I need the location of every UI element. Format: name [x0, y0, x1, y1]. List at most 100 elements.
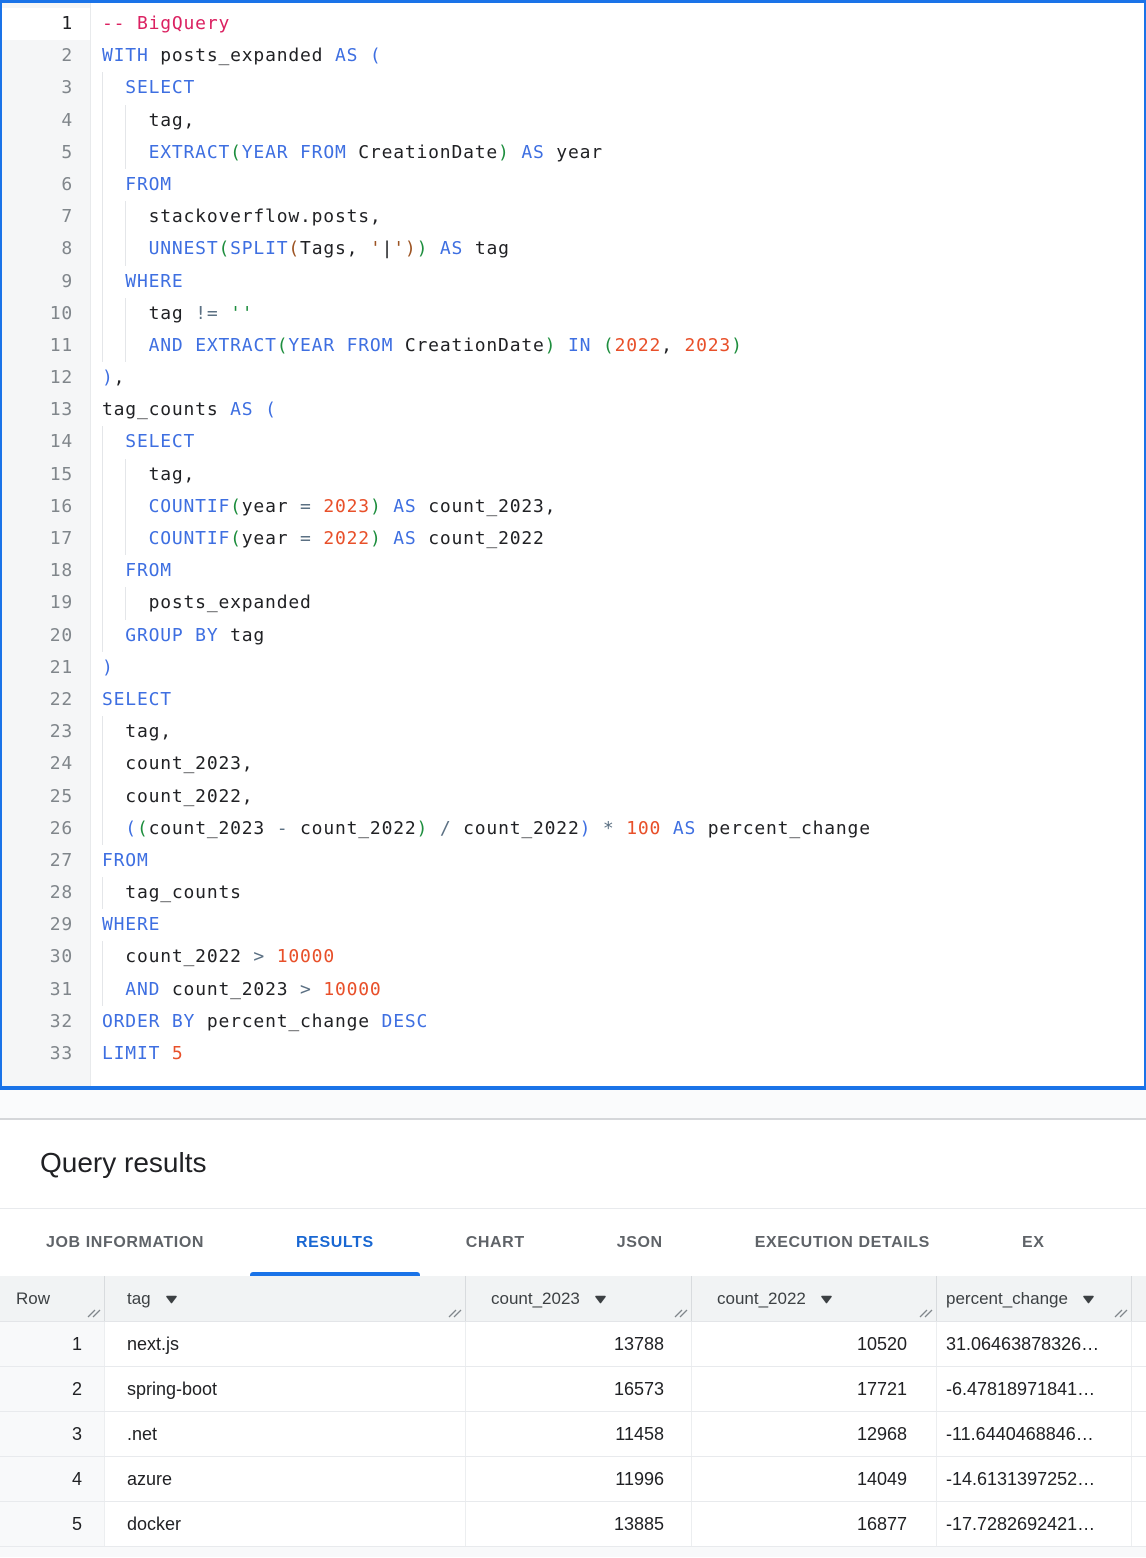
- code-token: [661, 818, 673, 839]
- code-token: [556, 335, 568, 356]
- table-row: 1 next.js 13788 10520 31.06463878326…: [0, 1322, 1146, 1367]
- code-token: [312, 496, 324, 517]
- code-token: CreationDate: [393, 334, 545, 356]
- code-token: ,: [113, 367, 126, 389]
- code-token: -- BigQuery: [102, 13, 231, 34]
- cell-percent_change: -17.7282692421…: [937, 1502, 1132, 1546]
- cell-overflow: [1132, 1502, 1146, 1546]
- code-token: 2023: [684, 334, 732, 356]
- code-token: tag,: [102, 109, 196, 131]
- code-token: ): [404, 238, 417, 260]
- line-number: 11: [49, 334, 73, 356]
- code-line: 24 count_2023,: [2, 748, 1144, 781]
- indent-guide: [125, 136, 127, 169]
- indent-guide: [125, 587, 127, 620]
- tab-results[interactable]: RESULTS: [250, 1209, 420, 1276]
- cell-percent_change: 31.06463878326…: [937, 1322, 1132, 1366]
- code-token: [312, 528, 324, 549]
- code-line: 10 tag != '': [2, 297, 1144, 330]
- tab-json[interactable]: JSON: [571, 1209, 709, 1276]
- table-row: 3 .net 11458 12968 -11.6440468846…: [0, 1412, 1146, 1457]
- arrow-drop-down-icon[interactable]: [1082, 1295, 1095, 1304]
- line-number: 8: [61, 238, 73, 260]
- line-number: 4: [61, 109, 73, 131]
- code-token: ): [544, 334, 557, 356]
- indent-guide: [125, 329, 127, 363]
- arrow-drop-down-icon[interactable]: [165, 1295, 178, 1304]
- code-text: AND count_2023 > 10000: [90, 973, 1144, 1006]
- code-token: count_2023: [148, 817, 277, 839]
- tab-ex[interactable]: EX: [976, 1209, 1091, 1276]
- line-number: 15: [49, 463, 73, 485]
- tab-label: EX: [1021, 1233, 1045, 1251]
- code-token: ): [369, 528, 382, 549]
- column-header-overflow: [1132, 1276, 1146, 1321]
- column-header-count_2022[interactable]: count_2022: [692, 1276, 937, 1321]
- code-text: ): [90, 652, 1144, 684]
- indent-guide: [102, 523, 103, 556]
- column-header-tag[interactable]: tag: [105, 1276, 466, 1321]
- code-line: 29 WHERE: [2, 909, 1144, 941]
- code-token: >: [253, 946, 266, 968]
- code-token: [253, 399, 265, 420]
- code-token: (: [136, 817, 149, 839]
- column-resize-icon[interactable]: [87, 1304, 101, 1318]
- column-header-percent_change[interactable]: percent_change: [937, 1276, 1132, 1321]
- code-token: UNNEST: [148, 238, 219, 260]
- code-token: DESC: [381, 1010, 429, 1032]
- code-text: LIMIT 5: [90, 1038, 1144, 1070]
- tab-job-information[interactable]: JOB INFORMATION: [0, 1209, 250, 1276]
- code-line: 4 tag,: [2, 104, 1144, 137]
- code-token: [591, 818, 603, 839]
- line-number: 10: [49, 302, 73, 324]
- column-header-row[interactable]: Row: [0, 1276, 105, 1321]
- indent-guide: [102, 748, 103, 781]
- column-label: tag: [127, 1288, 151, 1308]
- arrow-drop-down-icon[interactable]: [594, 1295, 607, 1304]
- code-token: tag,: [102, 721, 172, 743]
- code-line: 7 stackoverflow.posts,: [2, 201, 1144, 234]
- code-token: SPLIT: [230, 238, 289, 260]
- code-token: tag_counts: [102, 882, 242, 904]
- column-resize-icon[interactable]: [1114, 1304, 1128, 1318]
- code-token: count_2023: [160, 978, 301, 1000]
- tab-execution-details[interactable]: EXECUTION DETAILS: [709, 1209, 976, 1276]
- indent-guide: [102, 587, 103, 620]
- code-line: 27 FROM: [2, 845, 1144, 877]
- column-resize-icon[interactable]: [674, 1304, 688, 1318]
- indent-guide: [102, 329, 103, 363]
- code-text: FROM: [90, 555, 1144, 588]
- tab-label: EXECUTION DETAILS: [754, 1233, 930, 1251]
- indent-guide: [102, 780, 103, 813]
- code-token: year: [544, 141, 603, 163]
- line-number: 3: [61, 77, 73, 99]
- code-token: SELECT: [102, 688, 172, 710]
- code-token: COUNTIF: [148, 495, 231, 517]
- code-token: [382, 528, 394, 549]
- line-number: 12: [49, 367, 73, 389]
- code-token: -: [276, 817, 289, 839]
- arrow-drop-down-icon[interactable]: [820, 1295, 833, 1304]
- code-line: 11 AND EXTRACT(YEAR FROM CreationDate) I…: [2, 329, 1144, 363]
- code-token: YEAR: [241, 141, 289, 163]
- tab-chart[interactable]: CHART: [420, 1209, 571, 1276]
- table-row: 5 docker 13885 16877 -17.7282692421…: [0, 1502, 1146, 1547]
- cell-tag: spring-boot: [105, 1367, 466, 1411]
- code-token: EXTRACT: [195, 334, 277, 356]
- column-resize-icon[interactable]: [448, 1304, 462, 1318]
- code-token: AS: [393, 495, 417, 517]
- column-resize-icon[interactable]: [919, 1304, 933, 1318]
- column-label: count_2022: [717, 1288, 806, 1308]
- code-text: WHERE: [90, 265, 1144, 298]
- indent-guide: [102, 104, 103, 137]
- code-token: year: [241, 495, 301, 517]
- code-token: ): [102, 656, 114, 678]
- table-row: 4 azure 11996 14049 -14.6131397252…: [0, 1457, 1146, 1502]
- line-number: 25: [49, 785, 73, 807]
- code-token: FROM: [102, 849, 149, 871]
- cell-count_2023: 13788: [466, 1322, 692, 1366]
- code-token: ): [416, 238, 429, 260]
- column-header-count_2023[interactable]: count_2023: [466, 1276, 692, 1321]
- sql-editor[interactable]: 1 -- BigQuery 2 WITH posts_expanded AS (3 S…: [0, 0, 1146, 1090]
- code-token: 100: [626, 817, 662, 839]
